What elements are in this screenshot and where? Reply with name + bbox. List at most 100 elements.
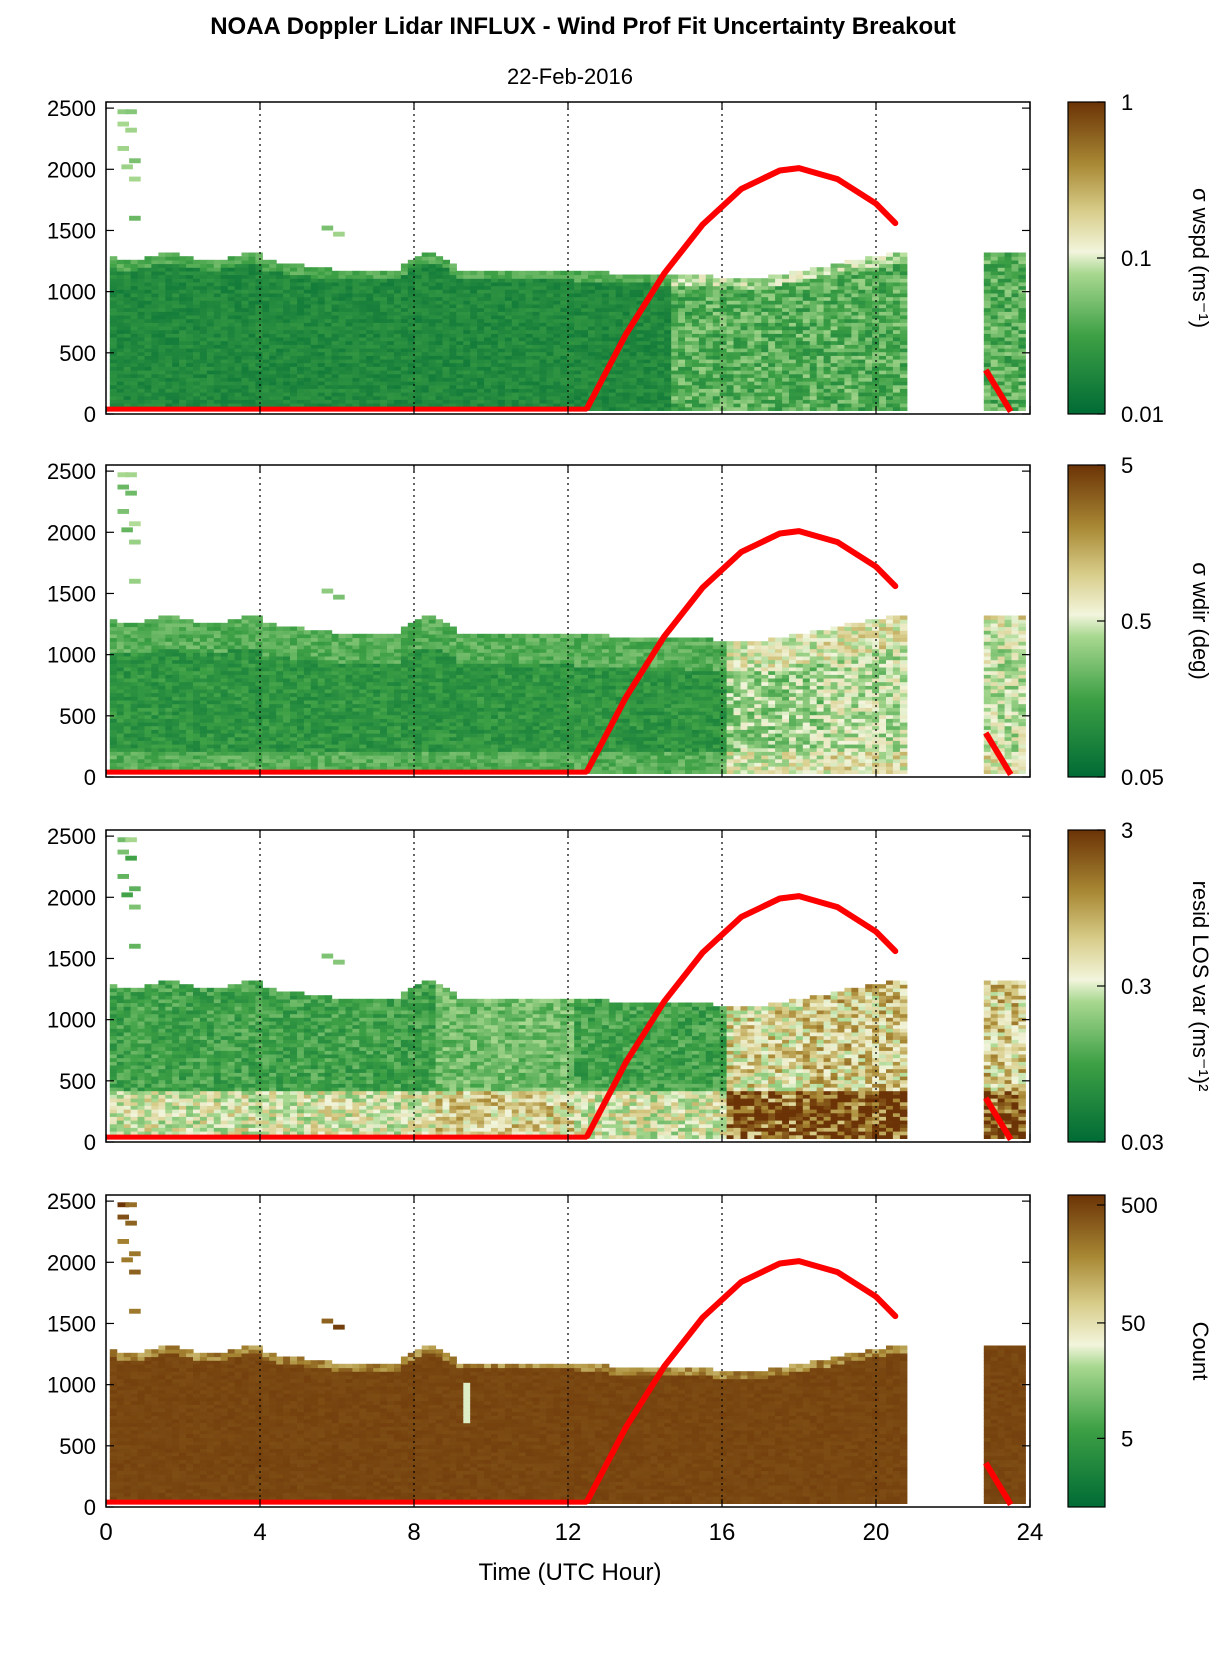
heatmap-cell <box>262 329 270 334</box>
heatmap-cell <box>303 358 312 364</box>
heatmap-cell <box>740 314 748 320</box>
heatmap-cell <box>719 340 728 345</box>
heatmap-cell <box>636 285 644 290</box>
heatmap-cell <box>324 300 333 305</box>
heatmap-cell <box>130 366 139 371</box>
heatmap-cell <box>241 366 249 371</box>
heatmap-cell <box>276 263 284 268</box>
heatmap-cell <box>220 303 229 309</box>
heatmap-cell <box>899 377 908 382</box>
heatmap-cell <box>324 274 333 279</box>
heatmap-cell <box>172 300 180 305</box>
heatmap-cell <box>754 395 762 400</box>
heatmap-cell <box>865 377 873 382</box>
heatmap-cell <box>539 270 547 276</box>
heatmap-cell <box>435 285 444 290</box>
heatmap-cell <box>525 392 534 397</box>
heatmap-cell <box>664 392 672 397</box>
heatmap-cell <box>518 373 527 378</box>
heatmap-cell <box>983 259 992 265</box>
heatmap-cell <box>553 395 561 400</box>
heatmap-cell <box>109 674 118 679</box>
heatmap-cell <box>123 329 132 334</box>
heatmap-cell <box>262 285 270 290</box>
heatmap-cell <box>109 681 118 686</box>
heatmap-cell <box>435 281 444 287</box>
heatmap-cell <box>414 278 423 283</box>
heatmap-cell <box>421 274 430 279</box>
heatmap-cell <box>303 296 312 301</box>
heatmap-cell <box>567 281 575 287</box>
heatmap-cell <box>539 373 547 378</box>
heatmap-cell <box>400 351 409 356</box>
heatmap-cell <box>1018 285 1026 290</box>
heatmap-cell <box>837 289 845 294</box>
heatmap-cell <box>158 336 166 342</box>
heatmap-cell <box>421 296 430 301</box>
heatmap-cell <box>283 296 291 301</box>
heatmap-cell <box>234 403 243 408</box>
heatmap-cell <box>664 333 672 338</box>
heatmap-cell <box>892 322 901 327</box>
heatmap-cell <box>321 225 334 231</box>
heatmap-cell <box>373 278 381 283</box>
heatmap-cell <box>698 333 707 338</box>
heatmap-cell <box>858 406 866 411</box>
heatmap-cell <box>123 670 132 675</box>
heatmap-cell <box>428 340 437 345</box>
heatmap-cell <box>428 392 437 397</box>
heatmap-cell <box>400 311 409 316</box>
heatmap-cell <box>470 399 478 404</box>
heatmap-cell <box>990 355 999 360</box>
heatmap-cell <box>400 270 409 276</box>
heatmap-cell <box>109 303 118 309</box>
heatmap-cell <box>844 384 852 389</box>
heatmap-cell <box>470 281 478 287</box>
heatmap-cell <box>442 289 450 294</box>
heatmap-cell <box>588 281 596 287</box>
heatmap-cell <box>802 289 811 294</box>
heatmap-cell <box>740 311 748 316</box>
heatmap-cell <box>172 362 180 367</box>
heatmap-cell <box>643 311 651 316</box>
heatmap-cell <box>491 366 499 371</box>
heatmap-cell <box>1004 395 1013 400</box>
heatmap-cell <box>671 384 679 389</box>
heatmap-cell <box>588 373 596 378</box>
heatmap-cell <box>678 388 686 393</box>
heatmap-cell <box>116 384 125 389</box>
heatmap-cell <box>678 347 686 353</box>
heatmap-cell <box>789 285 797 290</box>
heatmap-cell <box>477 314 485 320</box>
heatmap-cell <box>733 399 741 404</box>
heatmap-cell <box>657 381 665 386</box>
heatmap-cell <box>761 336 769 342</box>
heatmap-cell <box>442 333 450 338</box>
heatmap-cell <box>387 373 395 378</box>
heatmap-cell <box>366 307 374 312</box>
heatmap-cell <box>574 300 582 305</box>
heatmap-cell <box>678 322 686 327</box>
heatmap-cell <box>560 314 568 320</box>
heatmap-cell <box>692 278 700 283</box>
heatmap-cell <box>553 377 561 382</box>
heatmap-cell <box>789 311 797 316</box>
heatmap-cell <box>290 285 298 290</box>
heatmap-cell <box>747 281 755 287</box>
heatmap-cell <box>158 399 166 404</box>
heatmap-cell <box>407 278 416 283</box>
heatmap-cell <box>782 355 790 360</box>
heatmap-cell <box>116 259 125 265</box>
heatmap-cell <box>789 300 797 305</box>
heatmap-cell <box>560 296 568 301</box>
heatmap-cell <box>726 325 735 331</box>
heatmap-cell <box>601 340 610 345</box>
heatmap-cell <box>726 366 735 371</box>
heatmap-cell <box>782 358 790 364</box>
heatmap-cell <box>816 322 825 327</box>
heatmap-cell <box>601 274 610 279</box>
heatmap-cell <box>1018 274 1026 279</box>
heatmap-cell <box>886 270 894 276</box>
heatmap-cell <box>809 340 818 345</box>
heatmap-cell <box>435 384 444 389</box>
